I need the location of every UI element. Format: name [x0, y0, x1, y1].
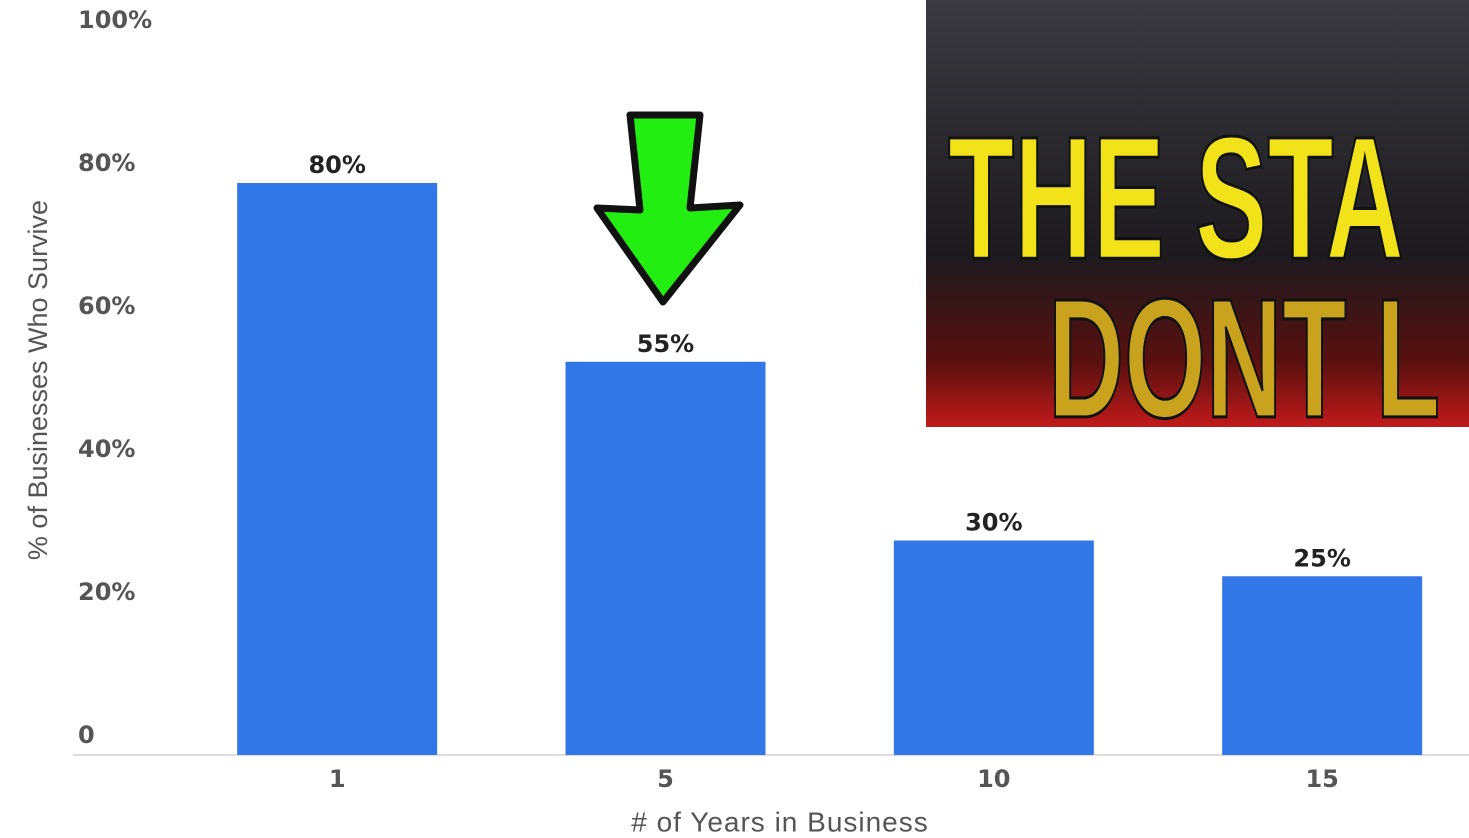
x-tick-label: 5: [657, 765, 674, 793]
thumbnail-line: THE STA: [948, 100, 1404, 296]
y-tick-label: 60%: [78, 292, 135, 320]
value-label: 25%: [1293, 544, 1350, 572]
thumbnail-bg: [926, 0, 1469, 427]
bar: [565, 361, 766, 755]
y-tick-label: 0: [78, 721, 95, 749]
x-tick-label: 10: [977, 765, 1010, 793]
y-tick-label: 80%: [78, 149, 135, 177]
y-tick-label: 100%: [78, 6, 152, 34]
bar: [893, 540, 1094, 755]
thumbnail-line: DONT L: [1048, 263, 1440, 453]
arrow: [593, 111, 744, 306]
x-tick-label: 1: [329, 765, 346, 793]
bar: [237, 183, 438, 755]
value-label: 30%: [965, 509, 1022, 537]
y-tick-label: 20%: [78, 578, 135, 606]
value-label: 80%: [308, 151, 365, 179]
x-axis-label: # of Years in Business: [631, 806, 929, 837]
y-tick-label: 40%: [78, 435, 135, 463]
bar: [1222, 576, 1423, 755]
x-tick-label: 15: [1305, 765, 1338, 793]
value-label: 55%: [637, 330, 694, 358]
y-axis-label: % of Businesses Who Survive: [23, 200, 53, 560]
thumbnail: THE STA DONT L: [926, 0, 1469, 453]
